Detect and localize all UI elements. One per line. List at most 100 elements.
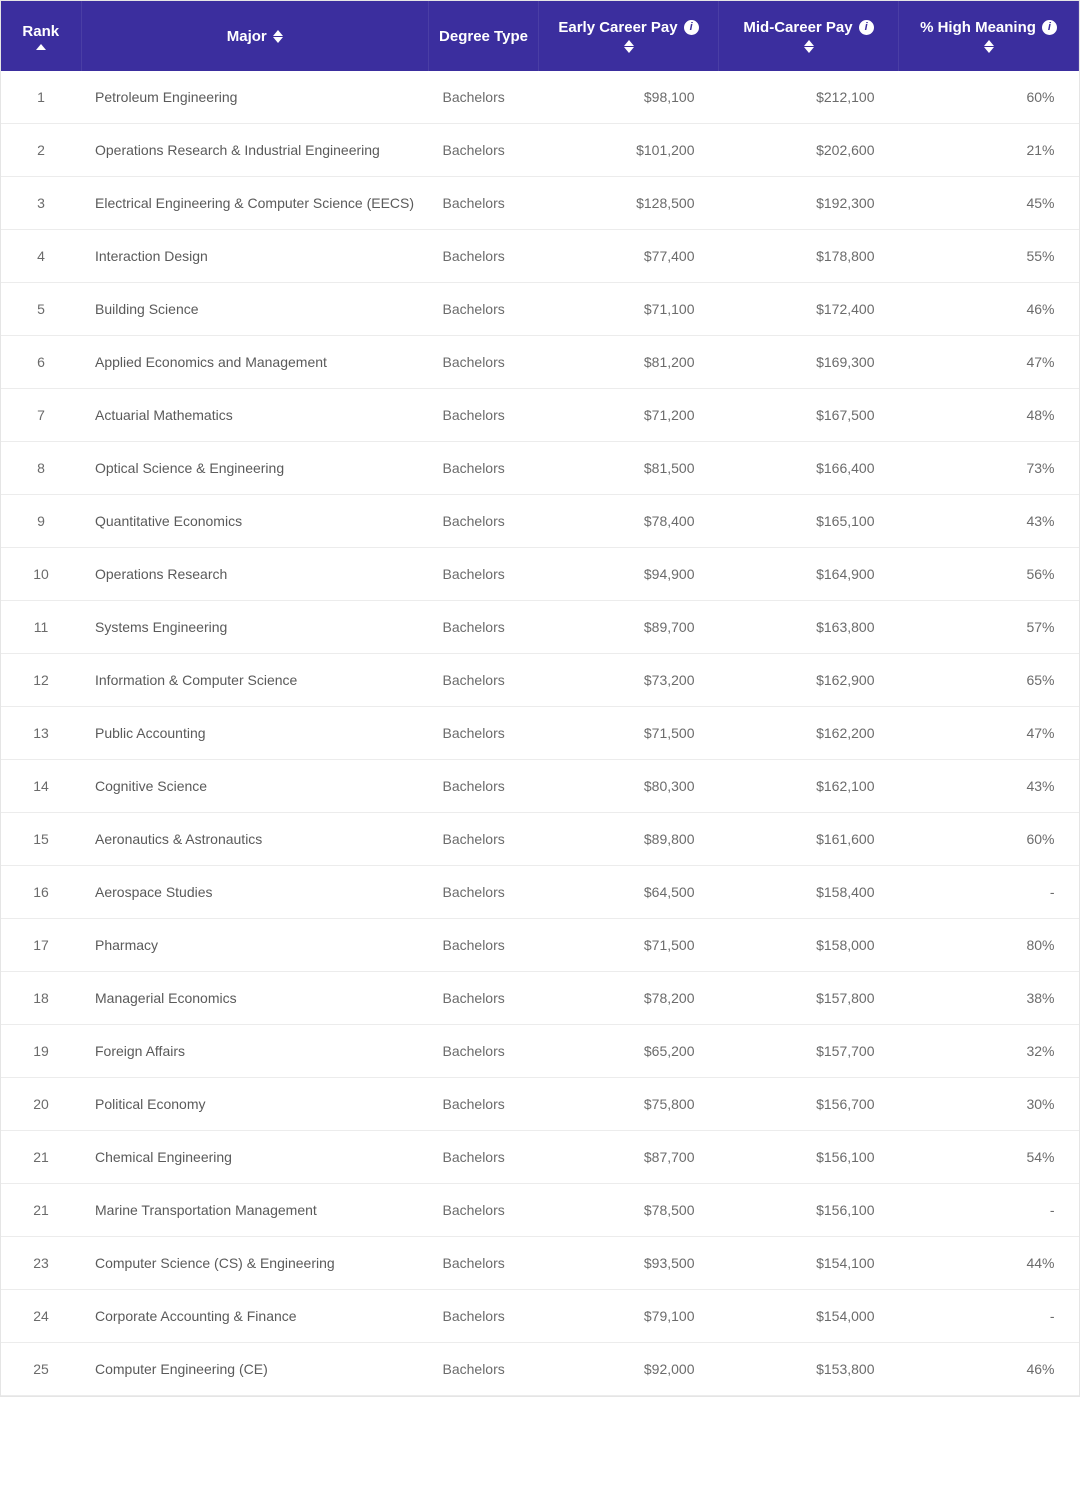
table-row: 12Information & Computer ScienceBachelor… <box>1 654 1079 707</box>
major-cell: Public Accounting <box>81 707 429 760</box>
rank-cell: 15 <box>1 813 81 866</box>
early-pay-cell: $65,200 <box>539 1025 719 1078</box>
mid-pay-cell: $202,600 <box>719 124 899 177</box>
meaning-cell: 60% <box>899 71 1079 124</box>
col-header-meaning[interactable]: % High Meaning i <box>899 1 1079 71</box>
table-row: 24Corporate Accounting & FinanceBachelor… <box>1 1290 1079 1343</box>
table-row: 8Optical Science & EngineeringBachelors$… <box>1 442 1079 495</box>
major-cell: Chemical Engineering <box>81 1131 429 1184</box>
col-header-rank[interactable]: Rank <box>1 1 81 71</box>
major-cell: Electrical Engineering & Computer Scienc… <box>81 177 429 230</box>
meaning-cell: 65% <box>899 654 1079 707</box>
mid-pay-cell: $154,100 <box>719 1237 899 1290</box>
major-cell: Foreign Affairs <box>81 1025 429 1078</box>
mid-pay-cell: $165,100 <box>719 495 899 548</box>
degree-cell: Bachelors <box>429 972 539 1025</box>
major-cell: Political Economy <box>81 1078 429 1131</box>
rank-cell: 24 <box>1 1290 81 1343</box>
major-cell: Pharmacy <box>81 919 429 972</box>
rank-cell: 7 <box>1 389 81 442</box>
major-cell: Quantitative Economics <box>81 495 429 548</box>
early-pay-cell: $101,200 <box>539 124 719 177</box>
info-icon[interactable]: i <box>684 20 699 35</box>
meaning-cell: 56% <box>899 548 1079 601</box>
meaning-cell: 43% <box>899 495 1079 548</box>
table-row: 5Building ScienceBachelors$71,100$172,40… <box>1 283 1079 336</box>
early-pay-cell: $78,200 <box>539 972 719 1025</box>
early-pay-cell: $64,500 <box>539 866 719 919</box>
table-row: 23Computer Science (CS) & EngineeringBac… <box>1 1237 1079 1290</box>
mid-pay-cell: $162,100 <box>719 760 899 813</box>
sort-icon <box>804 40 814 53</box>
meaning-cell: 80% <box>899 919 1079 972</box>
major-cell: Optical Science & Engineering <box>81 442 429 495</box>
mid-pay-cell: $161,600 <box>719 813 899 866</box>
early-pay-cell: $73,200 <box>539 654 719 707</box>
degree-cell: Bachelors <box>429 1290 539 1343</box>
col-label-mid: Mid-Career Pay <box>743 19 852 36</box>
degree-cell: Bachelors <box>429 283 539 336</box>
meaning-cell: 32% <box>899 1025 1079 1078</box>
rank-cell: 4 <box>1 230 81 283</box>
major-cell: Systems Engineering <box>81 601 429 654</box>
col-label-rank: Rank <box>22 23 59 40</box>
rank-cell: 20 <box>1 1078 81 1131</box>
degree-cell: Bachelors <box>429 601 539 654</box>
table-row: 4Interaction DesignBachelors$77,400$178,… <box>1 230 1079 283</box>
table-row: 16Aerospace StudiesBachelors$64,500$158,… <box>1 866 1079 919</box>
rank-cell: 9 <box>1 495 81 548</box>
majors-table: Rank Major <box>1 1 1079 1396</box>
table-row: 13Public AccountingBachelors$71,500$162,… <box>1 707 1079 760</box>
col-header-early[interactable]: Early Career Pay i <box>539 1 719 71</box>
rank-cell: 14 <box>1 760 81 813</box>
info-icon[interactable]: i <box>1042 20 1057 35</box>
degree-cell: Bachelors <box>429 389 539 442</box>
early-pay-cell: $128,500 <box>539 177 719 230</box>
meaning-cell: 21% <box>899 124 1079 177</box>
table-row: 21Marine Transportation ManagementBachel… <box>1 1184 1079 1237</box>
rank-cell: 18 <box>1 972 81 1025</box>
rank-cell: 21 <box>1 1131 81 1184</box>
early-pay-cell: $78,400 <box>539 495 719 548</box>
table-row: 1Petroleum EngineeringBachelors$98,100$2… <box>1 71 1079 124</box>
rank-cell: 6 <box>1 336 81 389</box>
degree-cell: Bachelors <box>429 71 539 124</box>
rank-cell: 16 <box>1 866 81 919</box>
meaning-cell: 47% <box>899 336 1079 389</box>
rank-cell: 23 <box>1 1237 81 1290</box>
meaning-cell: 45% <box>899 177 1079 230</box>
rank-cell: 21 <box>1 1184 81 1237</box>
rank-cell: 5 <box>1 283 81 336</box>
mid-pay-cell: $162,200 <box>719 707 899 760</box>
degree-cell: Bachelors <box>429 442 539 495</box>
degree-cell: Bachelors <box>429 1131 539 1184</box>
major-cell: Interaction Design <box>81 230 429 283</box>
meaning-cell: - <box>899 866 1079 919</box>
table-row: 18Managerial EconomicsBachelors$78,200$1… <box>1 972 1079 1025</box>
meaning-cell: 44% <box>899 1237 1079 1290</box>
degree-cell: Bachelors <box>429 495 539 548</box>
mid-pay-cell: $167,500 <box>719 389 899 442</box>
table-body: 1Petroleum EngineeringBachelors$98,100$2… <box>1 71 1079 1396</box>
degree-cell: Bachelors <box>429 813 539 866</box>
table-row: 6Applied Economics and ManagementBachelo… <box>1 336 1079 389</box>
major-cell: Computer Science (CS) & Engineering <box>81 1237 429 1290</box>
major-cell: Operations Research <box>81 548 429 601</box>
mid-pay-cell: $158,400 <box>719 866 899 919</box>
meaning-cell: 38% <box>899 972 1079 1025</box>
major-cell: Applied Economics and Management <box>81 336 429 389</box>
meaning-cell: 48% <box>899 389 1079 442</box>
mid-pay-cell: $164,900 <box>719 548 899 601</box>
col-header-mid[interactable]: Mid-Career Pay i <box>719 1 899 71</box>
degree-cell: Bachelors <box>429 1343 539 1396</box>
degree-cell: Bachelors <box>429 760 539 813</box>
info-icon[interactable]: i <box>859 20 874 35</box>
col-header-major[interactable]: Major <box>81 1 429 71</box>
major-cell: Computer Engineering (CE) <box>81 1343 429 1396</box>
degree-cell: Bachelors <box>429 707 539 760</box>
major-cell: Aeronautics & Astronautics <box>81 813 429 866</box>
degree-cell: Bachelors <box>429 548 539 601</box>
col-label-major: Major <box>227 28 267 45</box>
table-row: 2Operations Research & Industrial Engine… <box>1 124 1079 177</box>
major-cell: Information & Computer Science <box>81 654 429 707</box>
